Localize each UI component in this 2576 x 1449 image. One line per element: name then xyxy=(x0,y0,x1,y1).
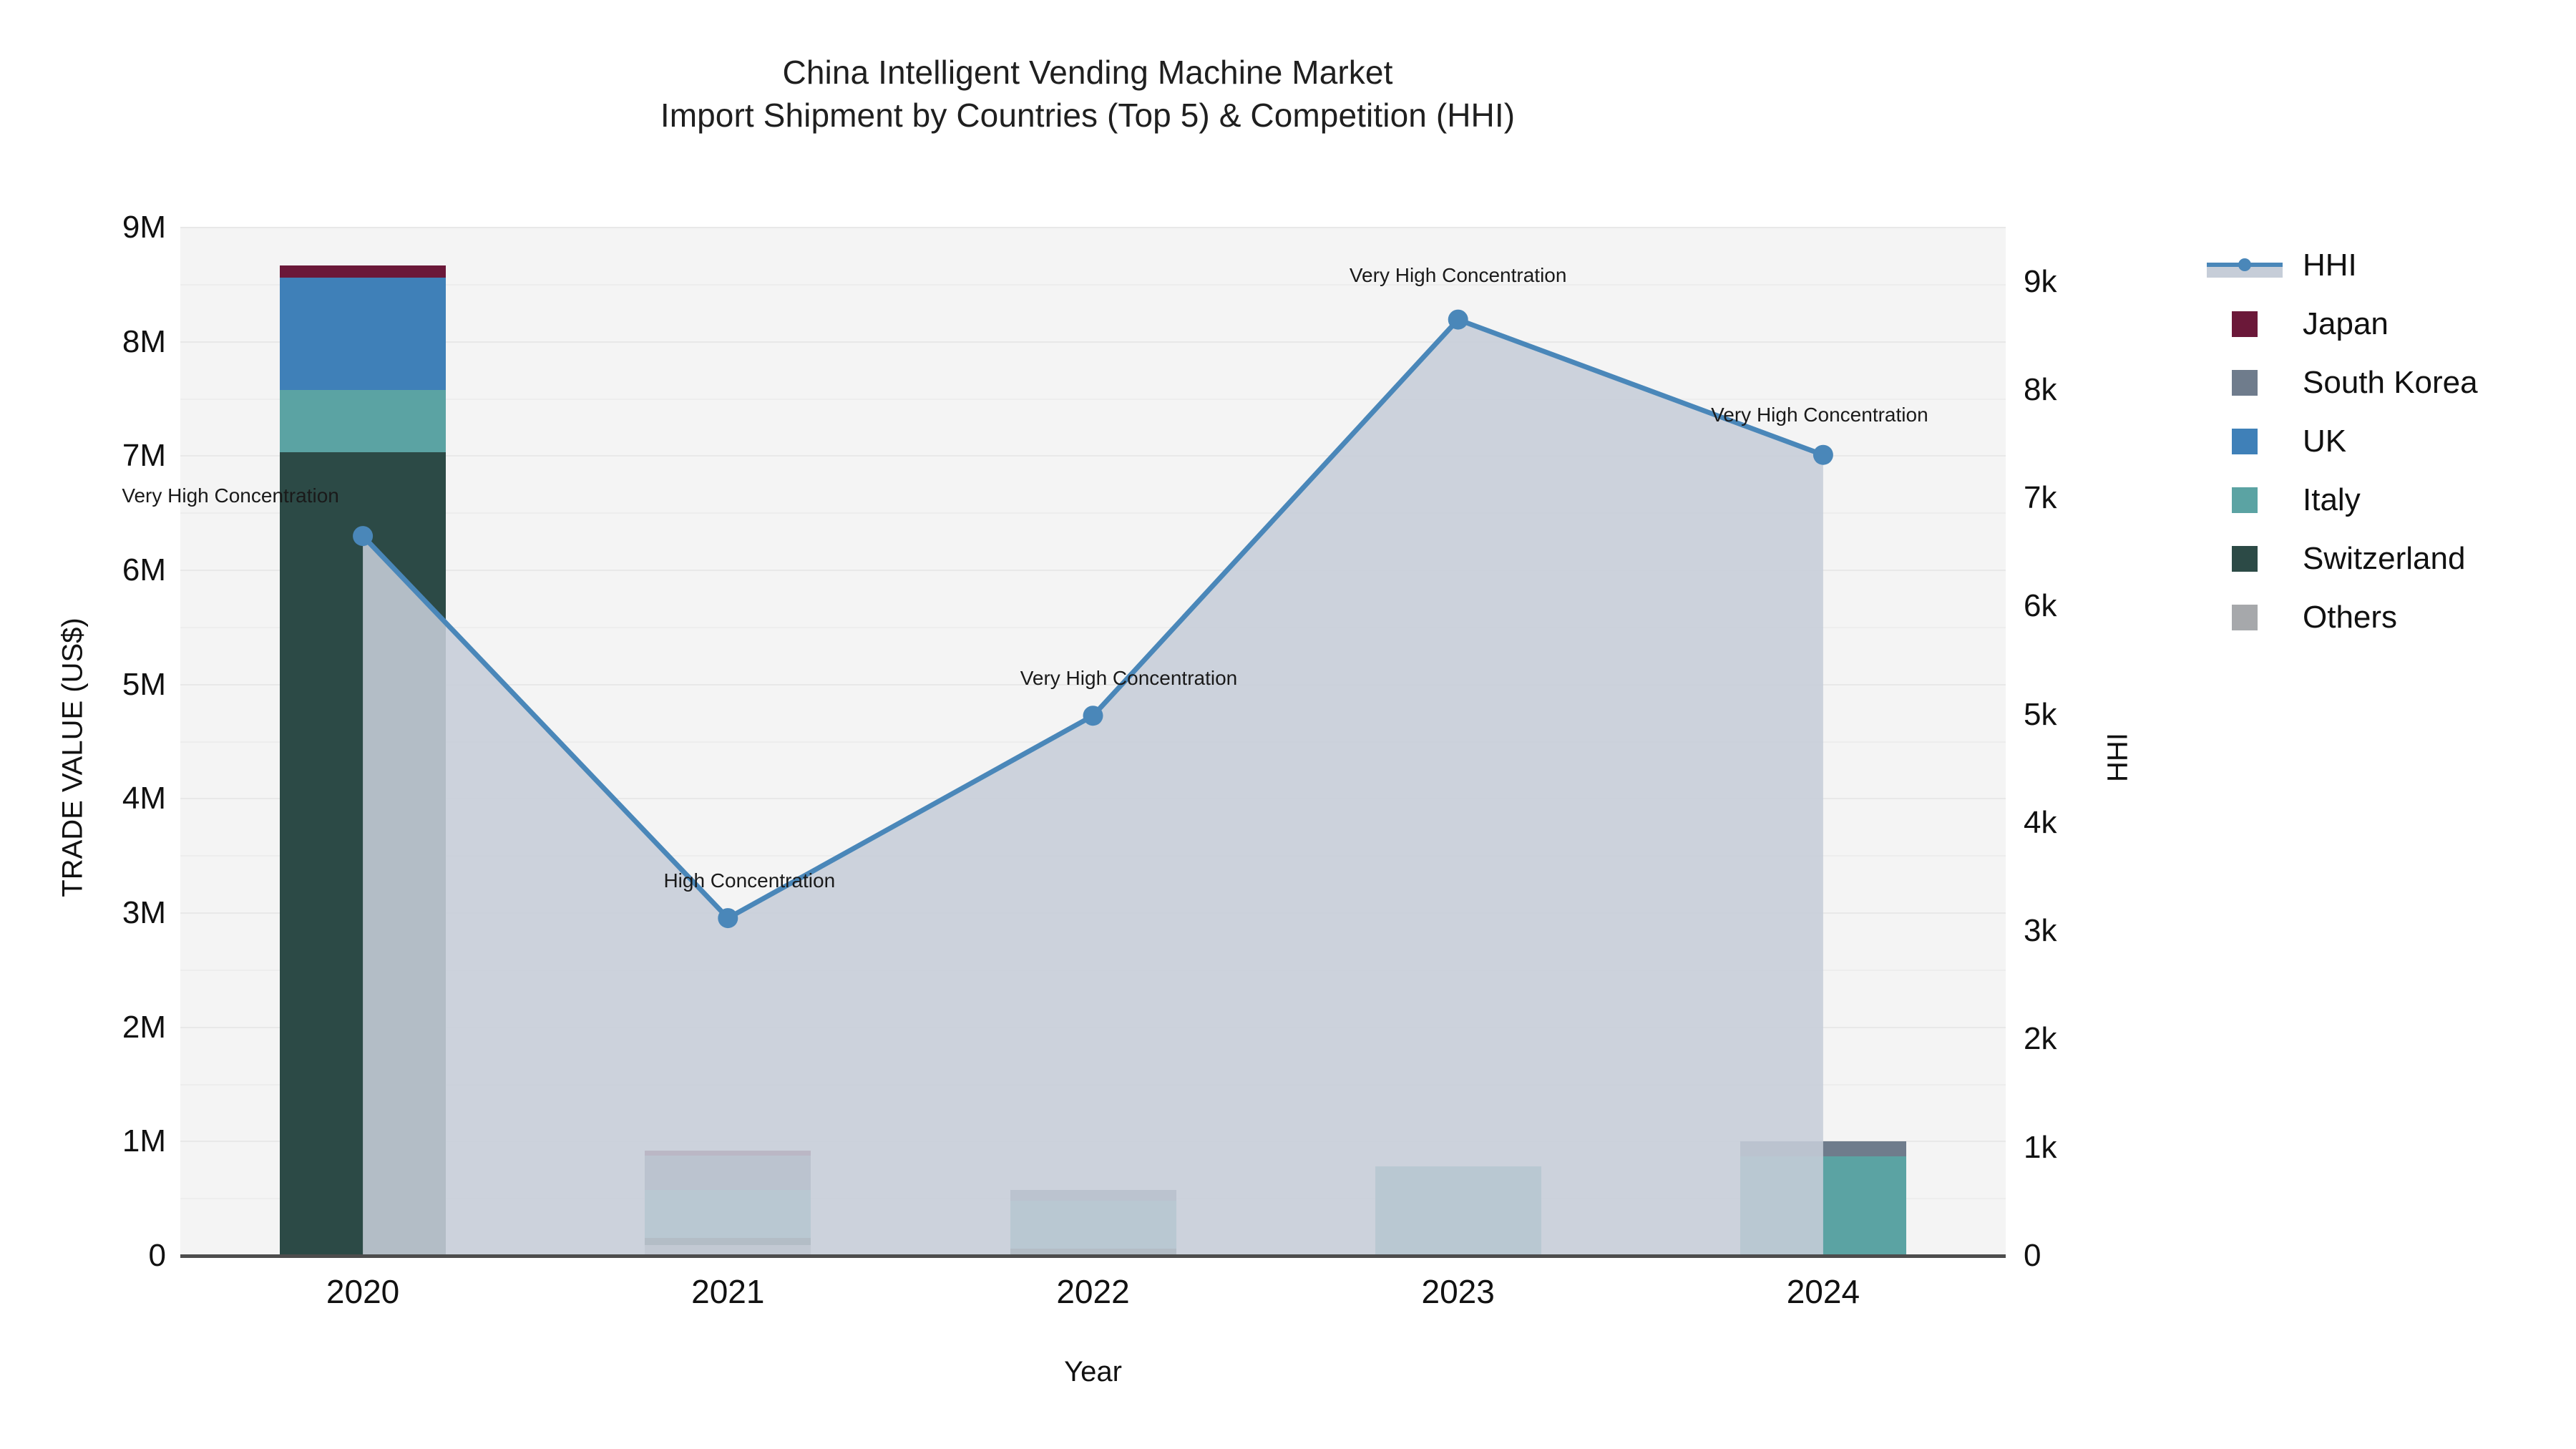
y-axis-right-title: HHI xyxy=(2102,733,2134,782)
y-axis-left-tick-label: 2M xyxy=(122,1009,166,1045)
legend-label: Italy xyxy=(2303,482,2361,517)
y-axis-left-title: TRADE VALUE (US$) xyxy=(57,618,89,897)
y-axis-right-tick-label: 3k xyxy=(2024,913,2057,949)
hhi-annotation-2024: Very High Concentration xyxy=(1711,403,1928,426)
hhi-markers xyxy=(353,309,1833,929)
hhi-annotation-2022: Very High Concentration xyxy=(1020,667,1238,690)
bar-segment-italy[interactable] xyxy=(280,389,447,452)
x-axis-spine xyxy=(180,1254,2006,1258)
x-axis-tick-label-2021: 2021 xyxy=(691,1273,765,1310)
legend-item-uk[interactable]: UK xyxy=(2202,412,2560,471)
legend-color-swatch-icon xyxy=(2232,311,2258,337)
legend-item-hhi[interactable]: HHI xyxy=(2202,236,2560,295)
legend-line-icon xyxy=(2202,249,2287,282)
legend-label: South Korea xyxy=(2303,365,2478,400)
y-axis-right-tick-label: 2k xyxy=(2024,1021,2057,1057)
legend-color-swatch-icon xyxy=(2232,605,2258,630)
legend-swatch-container xyxy=(2202,308,2287,341)
y-axis-left-tick-label: 1M xyxy=(122,1123,166,1159)
chart-title-line-2: Import Shipment by Countries (Top 5) & C… xyxy=(660,96,1516,134)
legend-area-swatch xyxy=(2207,265,2283,278)
legend-item-switzerland[interactable]: Switzerland xyxy=(2202,530,2560,588)
legend-item-others[interactable]: Others xyxy=(2202,588,2560,647)
y-axis-right-tick-label: 4k xyxy=(2024,804,2057,840)
legend-label: HHI xyxy=(2303,248,2357,283)
legend-label: UK xyxy=(2303,424,2347,459)
legend-color-swatch-icon xyxy=(2232,487,2258,513)
y-axis-left-tick-label: 6M xyxy=(122,552,166,587)
legend-label: Switzerland xyxy=(2303,541,2466,576)
y-axis-right-tick-label: 6k xyxy=(2024,588,2057,624)
legend-item-italy[interactable]: Italy xyxy=(2202,471,2560,530)
hhi-marker-2024[interactable] xyxy=(1813,444,1833,465)
bar-segment-japan[interactable] xyxy=(280,265,447,278)
hhi-annotation-2021: High Concentration xyxy=(663,869,836,892)
x-axis-tick-label-2023: 2023 xyxy=(1421,1273,1495,1310)
legend-swatch-container xyxy=(2202,542,2287,575)
hhi-annotation-2023: Very High Concentration xyxy=(1349,263,1567,286)
y-axis-left-tick-label: 3M xyxy=(122,895,166,930)
hhi-marker-2021[interactable] xyxy=(718,908,738,929)
legend-color-swatch-icon xyxy=(2232,546,2258,572)
legend-color-swatch-icon xyxy=(2232,370,2258,396)
legend-color-swatch-icon xyxy=(2232,429,2258,454)
legend-swatch-container xyxy=(2202,366,2287,399)
hhi-marker-2022[interactable] xyxy=(1083,706,1103,726)
y-axis-left-tick-label: 7M xyxy=(122,438,166,474)
y-axis-right-tick-label: 1k xyxy=(2024,1129,2057,1165)
y-axis-left-tick-label: 4M xyxy=(122,781,166,816)
x-axis-tick-label-2020: 2020 xyxy=(326,1273,400,1310)
y-axis-left-tick-label: 5M xyxy=(122,666,166,702)
legend-marker-dot-icon xyxy=(2238,258,2251,271)
x-axis-tick-label-2022: 2022 xyxy=(1056,1273,1130,1310)
legend-swatch-container xyxy=(2202,425,2287,458)
legend-swatch-container xyxy=(2202,484,2287,517)
hhi-marker-2023[interactable] xyxy=(1448,309,1468,330)
hhi-area-fill xyxy=(363,319,1823,1257)
chart-title-line-1: China Intelligent Vending Machine Market xyxy=(782,54,1393,91)
plot-area xyxy=(180,227,2006,1257)
legend-swatch-container xyxy=(2202,601,2287,634)
legend-label: Others xyxy=(2303,600,2398,635)
chart-legend: HHI Japan South Korea UK Italy Switzerland Oth… xyxy=(2202,236,2560,647)
hhi-marker-2020[interactable] xyxy=(353,526,374,547)
bar-segment-uk[interactable] xyxy=(280,278,447,390)
legend-item-south-korea[interactable]: South Korea xyxy=(2202,353,2560,412)
y-axis-right-tick-label: 8k xyxy=(2024,371,2057,407)
y-axis-left-tick-label: 9M xyxy=(122,210,166,245)
legend-item-japan[interactable]: Japan xyxy=(2202,295,2560,353)
y-axis-left-tick-label: 8M xyxy=(122,323,166,359)
chart-title: China Intelligent Vending Machine Market… xyxy=(172,52,2004,137)
x-axis-tick-label-2024: 2024 xyxy=(1786,1273,1860,1310)
hhi-annotation-2020: Very High Concentration xyxy=(122,484,339,507)
y-axis-right-tick-label: 0 xyxy=(2024,1238,2041,1273)
hhi-line-series xyxy=(353,309,1833,1257)
y-axis-right-tick-label: 5k xyxy=(2024,696,2057,732)
y-axis-right-tick-label: 9k xyxy=(2024,263,2057,299)
legend-label: Japan xyxy=(2303,306,2389,341)
y-axis-right-tick-label: 7k xyxy=(2024,480,2057,516)
y-axis-left-tick-label: 0 xyxy=(148,1238,166,1273)
x-axis-title: Year xyxy=(1064,1356,1122,1387)
